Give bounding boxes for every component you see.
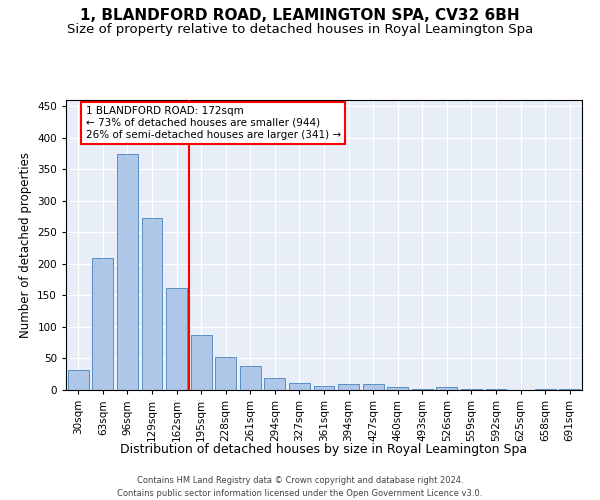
Bar — [92, 258, 113, 390]
Bar — [142, 218, 163, 390]
Bar — [240, 366, 261, 390]
Bar — [117, 154, 138, 390]
Text: Contains HM Land Registry data © Crown copyright and database right 2024.
Contai: Contains HM Land Registry data © Crown c… — [118, 476, 482, 498]
Bar — [387, 388, 408, 390]
Bar — [289, 383, 310, 390]
Bar — [68, 370, 89, 390]
Bar — [191, 334, 212, 390]
Text: Size of property relative to detached houses in Royal Leamington Spa: Size of property relative to detached ho… — [67, 22, 533, 36]
Bar — [166, 288, 187, 390]
Bar — [215, 357, 236, 390]
Bar — [314, 386, 334, 390]
Bar — [362, 384, 383, 390]
Text: 1, BLANDFORD ROAD, LEAMINGTON SPA, CV32 6BH: 1, BLANDFORD ROAD, LEAMINGTON SPA, CV32 … — [80, 8, 520, 22]
Bar — [265, 378, 286, 390]
Bar — [436, 387, 457, 390]
Text: Distribution of detached houses by size in Royal Leamington Spa: Distribution of detached houses by size … — [121, 442, 527, 456]
Y-axis label: Number of detached properties: Number of detached properties — [19, 152, 32, 338]
Bar — [338, 384, 359, 390]
Text: 1 BLANDFORD ROAD: 172sqm
← 73% of detached houses are smaller (944)
26% of semi-: 1 BLANDFORD ROAD: 172sqm ← 73% of detach… — [86, 106, 341, 140]
Bar — [412, 388, 433, 390]
